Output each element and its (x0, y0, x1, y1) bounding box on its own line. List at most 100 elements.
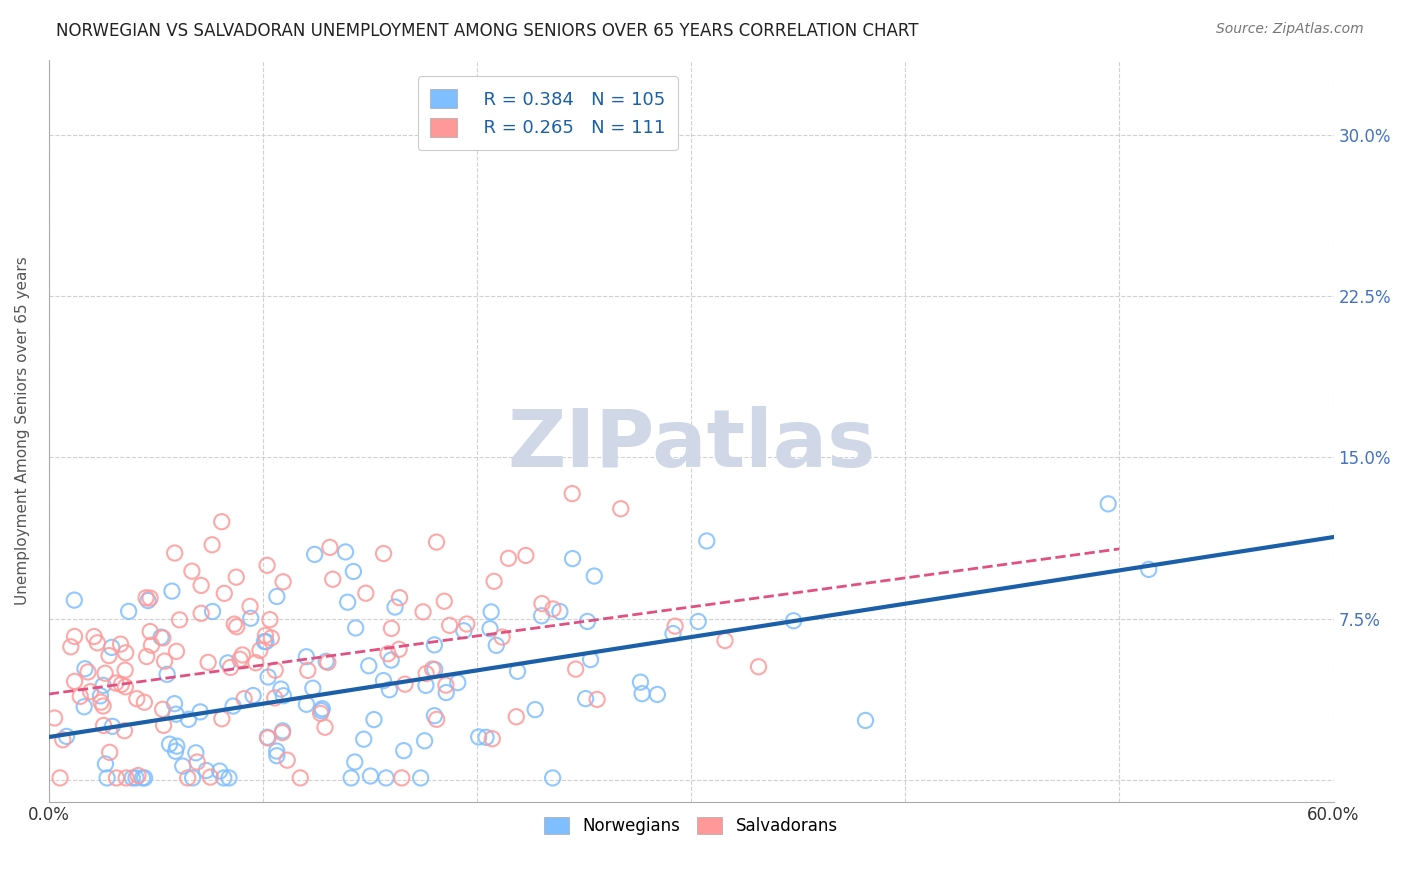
Point (245, 656, 267, 670)
Point (353, 732, 375, 747)
Point (664, 619, 686, 633)
Point (86, 636, 108, 650)
Point (271, 723, 294, 738)
Point (782, 614, 804, 628)
Point (295, 698, 318, 712)
Point (200, 770, 222, 784)
Point (475, 731, 498, 745)
Point (94, 666, 117, 681)
Point (93, 718, 115, 732)
Point (77, 665, 100, 679)
Legend: Norwegians, Salvadorans: Norwegians, Salvadorans (534, 807, 848, 846)
Point (96, 771, 118, 785)
Point (257, 731, 280, 745)
Point (373, 673, 395, 688)
Point (336, 595, 359, 609)
Point (482, 574, 505, 589)
Point (152, 631, 174, 645)
Point (270, 682, 292, 697)
Point (135, 591, 157, 605)
Point (249, 643, 271, 657)
Point (172, 759, 194, 773)
Point (384, 600, 406, 615)
Point (163, 697, 186, 711)
Point (575, 691, 598, 706)
Point (110, 637, 132, 651)
Point (412, 605, 434, 619)
Point (59, 640, 82, 654)
Point (256, 730, 278, 744)
Point (239, 611, 262, 625)
Point (141, 638, 163, 652)
Point (322, 572, 344, 586)
Point (561, 551, 583, 566)
Point (530, 608, 553, 623)
Point (354, 586, 377, 600)
Point (377, 647, 399, 661)
Point (152, 702, 174, 716)
Point (1137, 562, 1160, 576)
Point (453, 624, 475, 638)
Point (388, 591, 411, 605)
Point (190, 578, 212, 592)
Point (229, 652, 252, 666)
Point (388, 642, 411, 657)
Point (115, 771, 138, 785)
Point (304, 548, 326, 562)
Point (301, 681, 323, 696)
Point (610, 501, 633, 516)
Point (696, 533, 718, 548)
Point (415, 666, 437, 681)
Point (276, 753, 298, 767)
Point (134, 695, 156, 709)
Point (315, 654, 337, 668)
Point (311, 702, 333, 716)
Point (100, 640, 122, 655)
Point (309, 706, 332, 721)
Point (110, 677, 132, 691)
Point (467, 730, 489, 744)
Point (456, 617, 478, 632)
Point (524, 703, 547, 717)
Point (259, 613, 281, 627)
Point (190, 607, 212, 621)
Point (242, 689, 264, 703)
Point (481, 731, 503, 746)
Point (225, 620, 247, 634)
Point (186, 755, 208, 769)
Point (201, 605, 224, 619)
Point (105, 771, 128, 785)
Point (121, 771, 143, 785)
Point (498, 551, 520, 566)
Point (165, 707, 187, 722)
Point (357, 658, 380, 673)
Point (541, 602, 564, 616)
Point (1097, 497, 1119, 511)
Point (254, 634, 277, 648)
Point (152, 718, 174, 732)
Point (197, 656, 219, 670)
Point (583, 569, 606, 583)
Point (266, 744, 288, 758)
Point (256, 558, 278, 573)
Point (139, 591, 162, 605)
Point (114, 680, 136, 694)
Point (505, 710, 527, 724)
Point (263, 690, 285, 705)
Point (647, 688, 669, 702)
Point (211, 712, 233, 726)
Point (83, 630, 105, 644)
Point (314, 720, 336, 734)
Point (184, 746, 207, 760)
Point (254, 628, 277, 642)
Y-axis label: Unemployment Among Seniors over 65 years: Unemployment Among Seniors over 65 years (15, 256, 30, 605)
Point (422, 662, 444, 676)
Point (219, 660, 242, 674)
Point (344, 621, 367, 635)
Point (208, 764, 231, 778)
Point (855, 714, 877, 728)
Point (311, 704, 333, 718)
Point (548, 605, 571, 619)
Point (125, 691, 148, 706)
Point (225, 570, 247, 584)
